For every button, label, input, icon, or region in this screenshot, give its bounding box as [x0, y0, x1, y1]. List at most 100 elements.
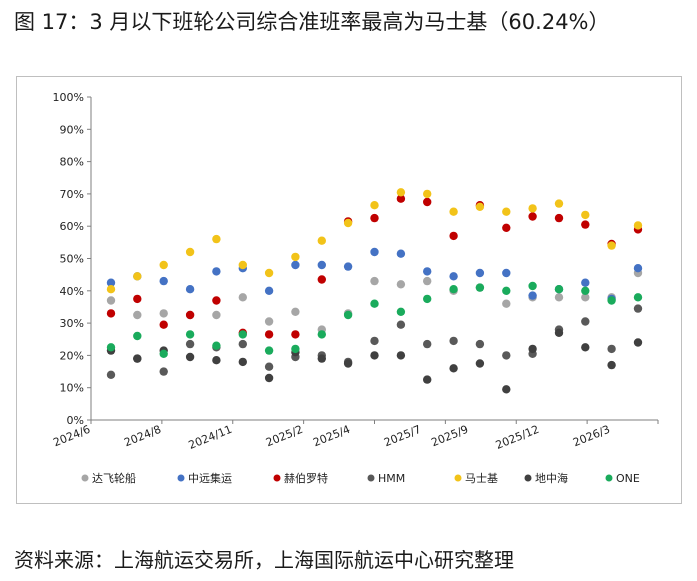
legend-label: 中远集运 [188, 471, 232, 485]
point-3-12 [423, 339, 432, 349]
legend-marker [605, 474, 613, 482]
point-0-17 [554, 293, 564, 302]
point-4-17 [554, 199, 564, 208]
point-5-20 [633, 338, 643, 347]
x-tick-label: 2025/2 [264, 423, 305, 450]
point-1-0 [106, 278, 116, 287]
point-1-16 [528, 291, 537, 300]
legend-entry: 马士基 [454, 472, 498, 485]
point-6-11 [396, 307, 406, 316]
point-2-7 [291, 330, 300, 339]
point-6-6 [264, 346, 274, 355]
x-tick-label: 2025/9 [429, 423, 470, 450]
point-6-13 [449, 285, 458, 294]
x-tick-label: 2024/11 [187, 423, 234, 452]
point-6-14 [475, 283, 485, 292]
point-0-15 [502, 299, 511, 308]
point-6-16 [528, 281, 537, 291]
point-4-6 [264, 268, 274, 278]
point-6-10 [370, 299, 379, 308]
point-4-20 [633, 221, 643, 230]
point-5-13 [449, 364, 458, 373]
y-tick-label: 60% [60, 220, 84, 233]
point-4-5 [238, 260, 247, 270]
point-3-20 [633, 304, 643, 313]
point-5-6 [264, 373, 274, 383]
point-4-13 [449, 207, 458, 216]
point-0-5 [238, 293, 247, 302]
legend-marker [367, 474, 375, 482]
point-4-14 [475, 202, 485, 211]
legend-marker [454, 474, 462, 482]
x-tick-label: 2024/8 [122, 423, 163, 450]
point-1-6 [264, 286, 274, 295]
legend-label: 达飞轮船 [92, 471, 136, 485]
point-0-12 [423, 276, 432, 286]
legend-label: ONE [616, 472, 640, 485]
point-5-5 [238, 357, 247, 367]
y-tick-label: 30% [60, 317, 84, 330]
point-4-16 [528, 204, 537, 213]
point-0-7 [291, 307, 300, 316]
legend-entry: 达飞轮船 [81, 471, 136, 485]
point-1-8 [317, 260, 326, 270]
point-5-3 [185, 352, 195, 362]
point-5-1 [133, 354, 142, 363]
legend-entry: 中远集运 [177, 471, 232, 485]
y-tick-label: 10% [60, 382, 84, 395]
point-0-1 [133, 310, 142, 320]
point-6-1 [133, 331, 142, 341]
legend-marker [273, 474, 281, 482]
point-3-6 [264, 362, 274, 371]
y-tick-label: 80% [60, 156, 84, 169]
point-0-0 [106, 296, 116, 305]
point-2-17 [554, 213, 564, 223]
legend-marker [524, 474, 532, 482]
point-1-12 [423, 267, 432, 276]
point-5-14 [475, 359, 485, 368]
point-4-15 [502, 207, 511, 216]
point-2-16 [528, 212, 537, 221]
figure-title: 图 17：3 月以下班轮公司综合准班率最高为马士基（60.24%） [14, 10, 610, 34]
legend-entry: 赫伯罗特 [273, 471, 328, 485]
point-4-8 [317, 236, 326, 245]
point-2-18 [581, 220, 590, 229]
point-0-10 [370, 276, 379, 286]
chart-frame [16, 76, 682, 504]
point-2-4 [212, 296, 221, 305]
point-5-11 [396, 351, 406, 360]
point-4-0 [106, 285, 116, 294]
legend-entry: ONE [605, 472, 640, 485]
point-6-9 [343, 310, 353, 320]
legend-marker [177, 474, 185, 482]
point-5-17 [554, 328, 564, 337]
point-6-8 [317, 330, 326, 339]
point-5-10 [370, 351, 379, 360]
point-3-15 [502, 351, 511, 360]
point-6-0 [106, 343, 116, 352]
point-1-4 [212, 267, 221, 276]
y-tick-label: 50% [60, 253, 84, 266]
point-1-13 [449, 272, 458, 281]
point-1-11 [396, 249, 406, 258]
point-5-19 [607, 360, 616, 370]
x-tick-label: 2026/3 [571, 423, 612, 450]
point-4-9 [343, 218, 353, 228]
point-5-18 [581, 343, 590, 352]
point-2-12 [423, 197, 432, 207]
point-1-20 [633, 264, 643, 273]
point-2-10 [370, 213, 379, 223]
point-3-18 [581, 317, 590, 326]
point-0-11 [396, 280, 406, 289]
point-4-19 [607, 241, 616, 250]
point-1-14 [475, 268, 485, 278]
x-tick-label: 2025/12 [494, 423, 541, 452]
point-6-15 [502, 286, 511, 295]
point-6-19 [607, 296, 616, 305]
point-2-11 [396, 194, 406, 203]
chart-axes: 0%10%20%30%40%50%60%70%80%90%100%2024/6 2… [51, 91, 659, 452]
point-5-15 [502, 385, 511, 394]
legend-marker [81, 474, 89, 482]
point-2-2 [159, 320, 168, 329]
point-0-6 [264, 317, 274, 326]
